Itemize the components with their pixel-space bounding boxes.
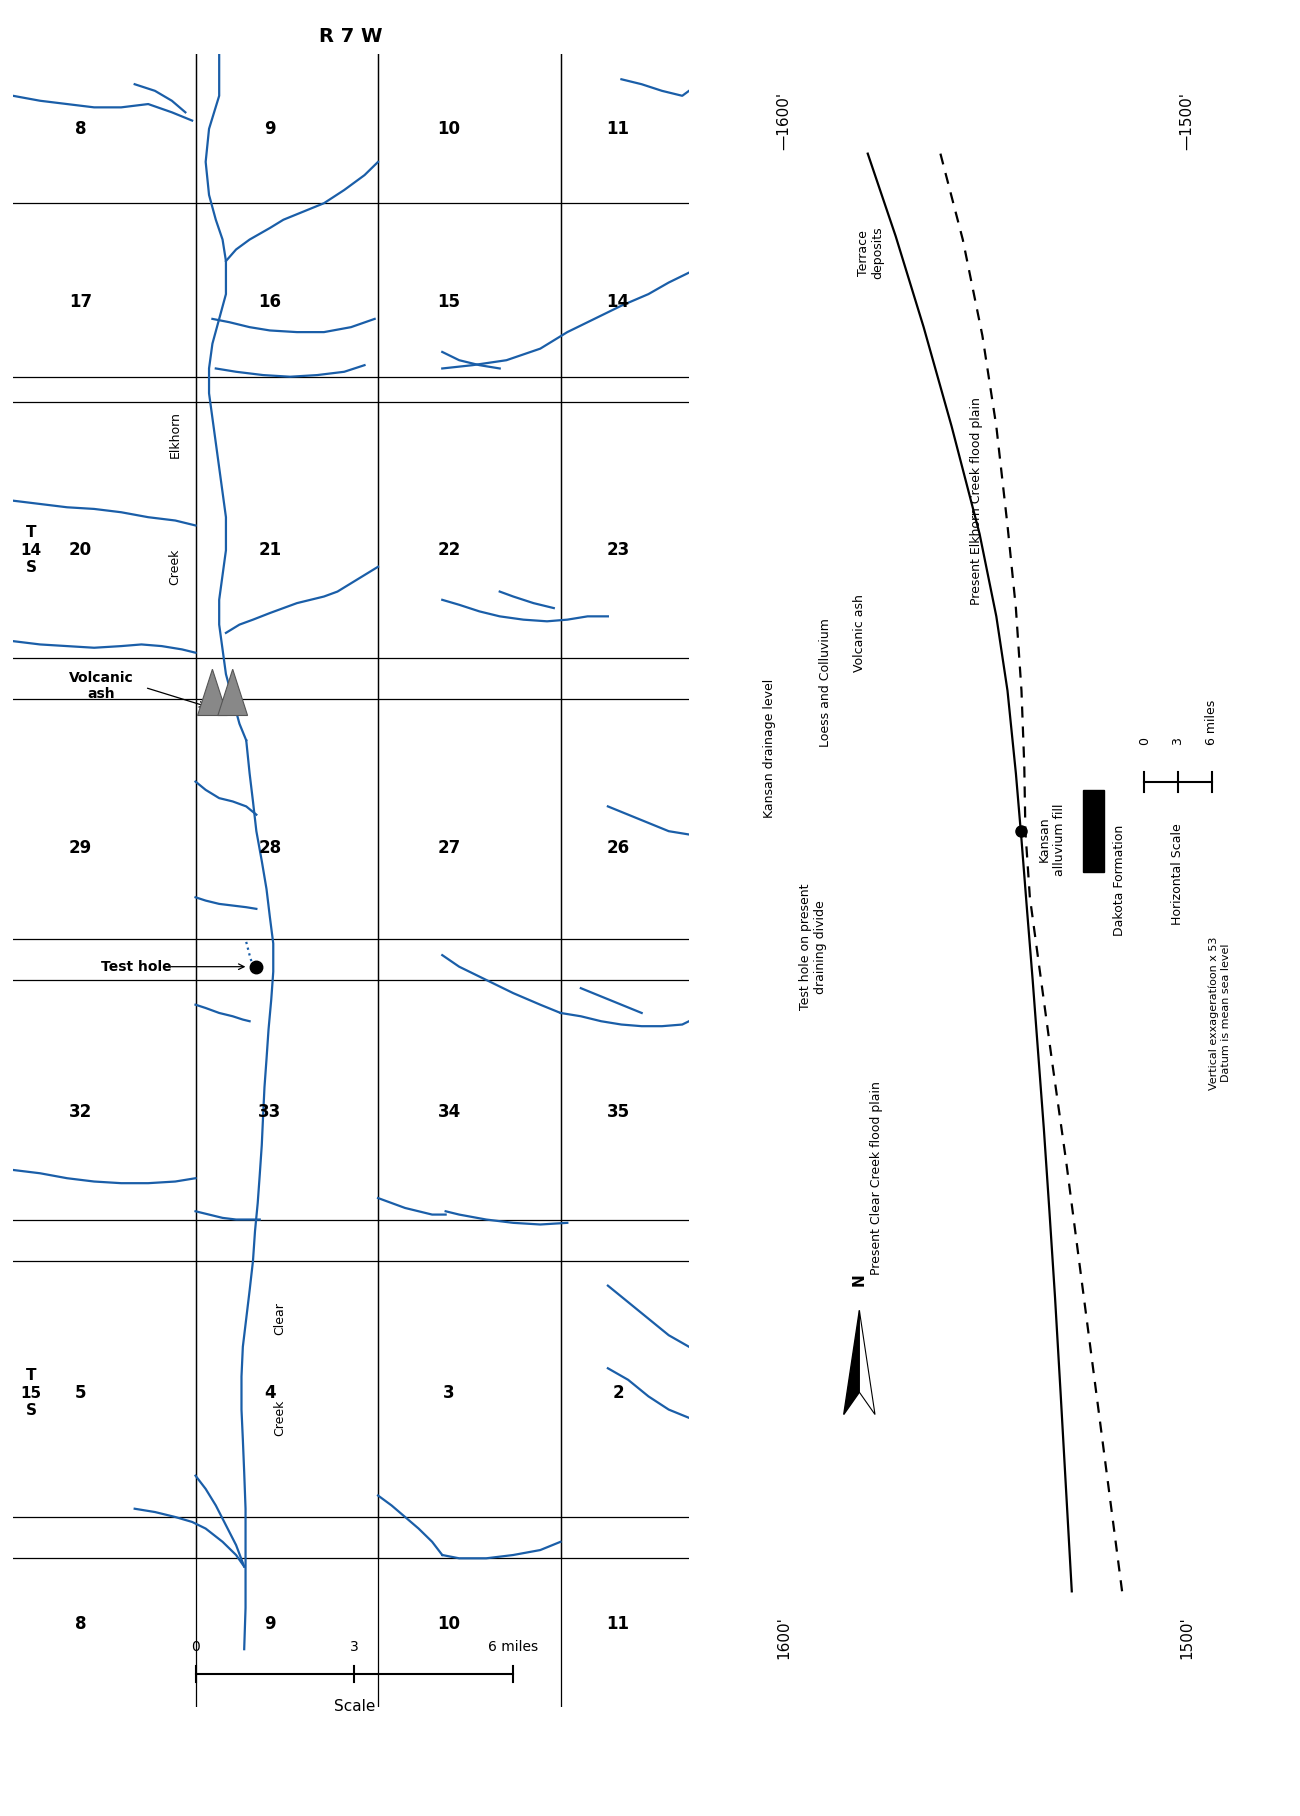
Text: Volcanic ash: Volcanic ash bbox=[853, 594, 866, 672]
Text: Creek: Creek bbox=[273, 1400, 286, 1436]
Text: 11: 11 bbox=[607, 120, 629, 138]
Text: Terrace
deposits: Terrace deposits bbox=[857, 227, 884, 280]
Text: 27: 27 bbox=[437, 839, 460, 857]
Text: Kansan drainage level: Kansan drainage level bbox=[763, 679, 776, 819]
Bar bbox=[1083, 790, 1104, 872]
Text: Elkhorn: Elkhorn bbox=[169, 410, 182, 458]
Text: Present Clear Creek flood plain: Present Clear Creek flood plain bbox=[870, 1081, 883, 1275]
Text: Present Elkhorn Creek flood plain: Present Elkhorn Creek flood plain bbox=[970, 396, 983, 605]
Text: —1600': —1600' bbox=[776, 91, 792, 149]
Text: 0: 0 bbox=[191, 1640, 200, 1654]
Text: 8: 8 bbox=[75, 1616, 86, 1633]
Text: 20: 20 bbox=[69, 541, 92, 559]
Text: N: N bbox=[852, 1273, 867, 1286]
Text: 15: 15 bbox=[438, 294, 460, 311]
Text: 3: 3 bbox=[350, 1640, 359, 1654]
Text: 28: 28 bbox=[259, 839, 281, 857]
Text: 3: 3 bbox=[1171, 737, 1184, 745]
Text: Creek: Creek bbox=[169, 548, 182, 585]
Text: 5: 5 bbox=[75, 1384, 86, 1402]
Text: 29: 29 bbox=[69, 839, 92, 857]
Text: Dakota Formation: Dakota Formation bbox=[1113, 824, 1126, 937]
Text: Test hole: Test hole bbox=[101, 959, 172, 973]
Text: Scale: Scale bbox=[334, 1698, 376, 1714]
Text: —1500': —1500' bbox=[1179, 91, 1193, 149]
Text: Horizontal Scale: Horizontal Scale bbox=[1171, 823, 1184, 924]
Text: 6 miles: 6 miles bbox=[489, 1640, 538, 1654]
Text: 10: 10 bbox=[438, 120, 460, 138]
Text: T
14
S: T 14 S bbox=[21, 525, 42, 576]
Text: T
15
S: T 15 S bbox=[21, 1367, 42, 1418]
Text: 1600': 1600' bbox=[776, 1616, 792, 1660]
Text: 23: 23 bbox=[606, 541, 629, 559]
Text: 10: 10 bbox=[438, 1616, 460, 1633]
Text: 4: 4 bbox=[264, 1384, 276, 1402]
Text: 21: 21 bbox=[259, 541, 281, 559]
Text: Test hole on present
draining divide: Test hole on present draining divide bbox=[800, 884, 827, 1010]
Text: Clear: Clear bbox=[273, 1302, 286, 1335]
Text: 26: 26 bbox=[607, 839, 629, 857]
Text: 17: 17 bbox=[69, 294, 92, 311]
Text: 2: 2 bbox=[612, 1384, 624, 1402]
Text: R 7 W: R 7 W bbox=[320, 27, 382, 45]
Text: 16: 16 bbox=[259, 294, 281, 311]
Text: Kansan
alluvium fill: Kansan alluvium fill bbox=[1039, 803, 1066, 875]
Polygon shape bbox=[218, 670, 247, 716]
Text: 32: 32 bbox=[69, 1102, 92, 1120]
Text: 33: 33 bbox=[259, 1102, 282, 1120]
Text: 34: 34 bbox=[437, 1102, 460, 1120]
Polygon shape bbox=[844, 1311, 859, 1415]
Text: 6 miles: 6 miles bbox=[1205, 699, 1218, 745]
Text: 14: 14 bbox=[607, 294, 629, 311]
Text: 1500': 1500' bbox=[1179, 1616, 1193, 1660]
Text: Vertical exxageratíoon x 53
Datum is mean sea level: Vertical exxageratíoon x 53 Datum is mea… bbox=[1209, 937, 1231, 1090]
Polygon shape bbox=[859, 1311, 875, 1415]
Text: 9: 9 bbox=[264, 120, 276, 138]
Text: 22: 22 bbox=[437, 541, 460, 559]
Text: 0: 0 bbox=[1138, 737, 1150, 745]
Text: 9: 9 bbox=[264, 1616, 276, 1633]
Polygon shape bbox=[198, 670, 228, 716]
Text: 35: 35 bbox=[607, 1102, 629, 1120]
Text: Volcanic
ash: Volcanic ash bbox=[69, 670, 134, 701]
Text: 8: 8 bbox=[75, 120, 86, 138]
Text: 3: 3 bbox=[443, 1384, 455, 1402]
Text: Loess and Colluvium: Loess and Colluvium bbox=[819, 617, 832, 746]
Text: 11: 11 bbox=[607, 1616, 629, 1633]
